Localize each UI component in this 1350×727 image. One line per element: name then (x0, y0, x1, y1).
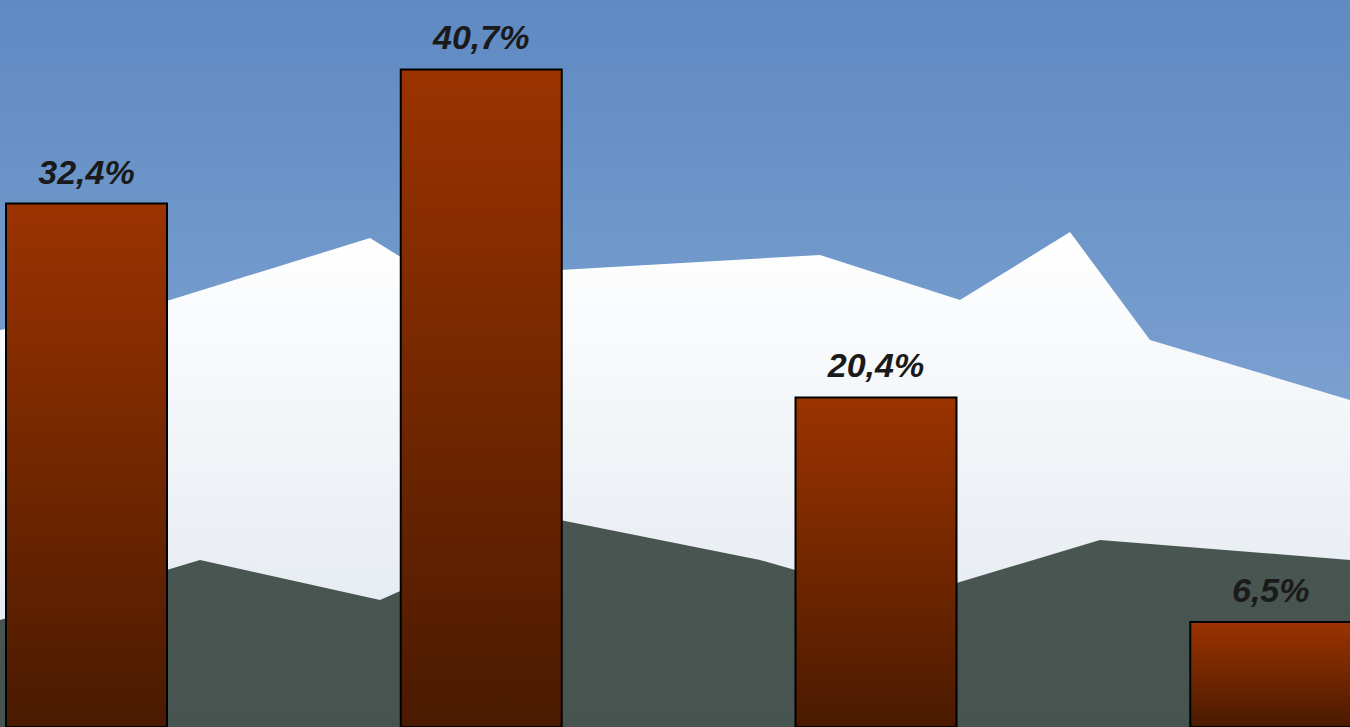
svg-text:32,4%: 32,4% (38, 153, 134, 191)
svg-text:20,4%: 20,4% (827, 346, 924, 384)
svg-text:40,7%: 40,7% (432, 18, 529, 56)
svg-text:6,5%: 6,5% (1232, 571, 1310, 609)
